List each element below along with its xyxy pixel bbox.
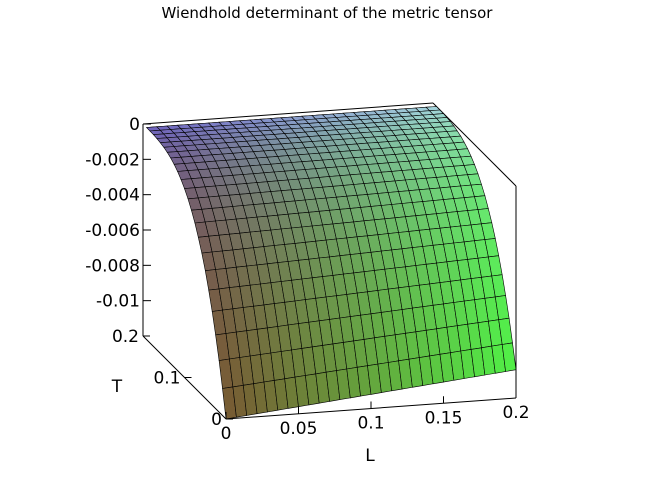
x-tick-label: 0.05 bbox=[280, 419, 318, 439]
z-axis-ticks: 0 -0.002 -0.004 -0.006 -0.008 -0.01 bbox=[85, 115, 151, 312]
y-axis-label: T bbox=[111, 377, 123, 397]
z-tick-label: 0 bbox=[129, 115, 140, 135]
x-tick-label: 0.1 bbox=[357, 414, 384, 434]
surface-cell bbox=[501, 342, 517, 372]
z-tick-label: -0.004 bbox=[85, 186, 140, 206]
z-tick-label: -0.002 bbox=[85, 150, 140, 170]
y-axis-ticks: 0 0.1 0.2 bbox=[112, 327, 233, 430]
x-tick-label: 0.15 bbox=[425, 408, 463, 428]
y-tick-label: 0.2 bbox=[112, 327, 139, 347]
z-tick-label: -0.006 bbox=[85, 221, 140, 241]
surface-mesh bbox=[145, 106, 517, 420]
x-axis-label: L bbox=[365, 446, 375, 466]
frame-edge-top-back bbox=[142, 102, 434, 125]
x-tick-label: 0.2 bbox=[502, 403, 529, 423]
x-axis-ticks: 0 0.05 0.1 0.15 0.2 bbox=[221, 391, 530, 444]
z-tick-label: -0.01 bbox=[96, 292, 140, 312]
y-tick-label: 0.1 bbox=[153, 369, 180, 389]
y-tick-label: 0 bbox=[211, 410, 222, 430]
chart-title: Wiendhold determinant of the metric tens… bbox=[162, 4, 494, 22]
frame-edge-top-right bbox=[432, 102, 517, 187]
z-tick-label: -0.008 bbox=[85, 256, 140, 276]
x-tick-label: 0 bbox=[221, 424, 232, 444]
